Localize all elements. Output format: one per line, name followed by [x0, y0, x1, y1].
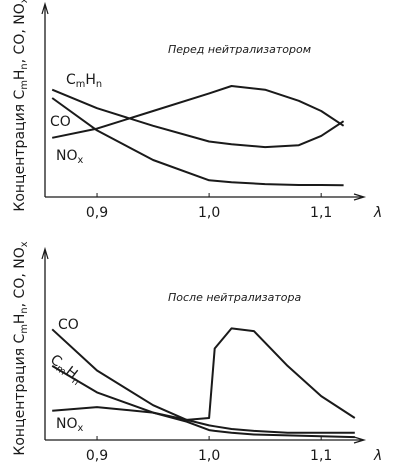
series-line	[52, 327, 356, 421]
x-axis-arrow	[353, 193, 367, 201]
series-line	[51, 97, 344, 187]
x-tick-label: 1,0	[198, 448, 220, 464]
x-tick-label: 1,0	[198, 205, 220, 221]
x-tick-label: 0,9	[86, 205, 108, 221]
series-label: NOx	[56, 416, 84, 434]
series-label: CmHn	[66, 72, 102, 90]
x-axis-label: λ	[373, 448, 382, 464]
series-label: NOx	[56, 148, 84, 166]
y-axis-label: Концентрация CmHn, CO, NOx	[12, 0, 30, 212]
series-label: CO	[50, 114, 71, 130]
x-axis-label: λ	[373, 205, 382, 221]
chart-title: После нейтрализатора	[168, 291, 301, 304]
y-axis-arrow	[41, 246, 49, 260]
x-tick-label: 1,1	[310, 205, 332, 221]
y-axis-label: Концентрация CmHn, CO, NOx	[12, 241, 30, 455]
series-line	[51, 85, 345, 139]
series-line	[51, 328, 355, 434]
chart-title: Перед нейтрализатором	[168, 43, 311, 56]
series-line	[51, 88, 345, 149]
x-axis-arrow	[353, 436, 367, 444]
series-line	[51, 365, 355, 439]
x-tick-label: 0,9	[86, 448, 108, 464]
x-tick-label: 1,1	[310, 448, 332, 464]
y-axis-arrow	[41, 1, 49, 15]
series-label: CO	[58, 317, 79, 333]
